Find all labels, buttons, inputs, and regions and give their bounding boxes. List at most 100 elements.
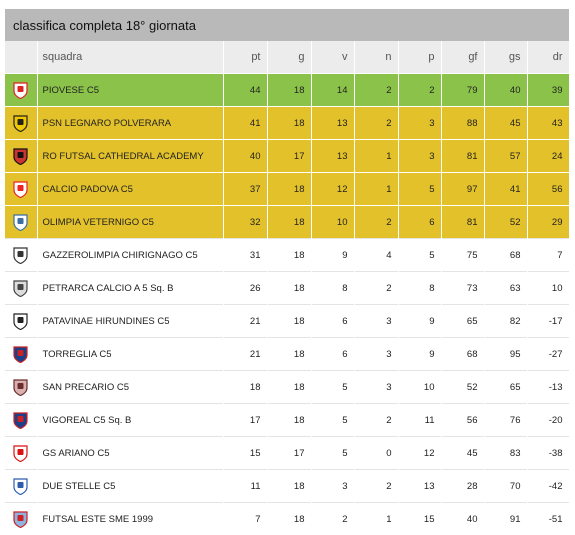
team-name[interactable]: CALCIO PADOVA C5 bbox=[37, 173, 223, 206]
team-name[interactable]: SAN PRECARIO C5 bbox=[37, 371, 223, 404]
stat-v: 10 bbox=[311, 206, 354, 239]
team-name[interactable]: PSN LEGNARO POLVERARA bbox=[37, 107, 223, 140]
stat-v: 5 bbox=[311, 437, 354, 470]
team-name[interactable]: PIOVESE C5 bbox=[37, 74, 223, 107]
stat-g: 18 bbox=[267, 404, 311, 437]
col-dr-header[interactable]: dr bbox=[527, 41, 569, 74]
team-name[interactable]: TORREGLIA C5 bbox=[37, 338, 223, 371]
calcio-padova-crest-icon bbox=[13, 181, 28, 198]
stat-gs: 57 bbox=[484, 140, 527, 173]
stat-v: 14 bbox=[311, 74, 354, 107]
stat-gf: 56 bbox=[441, 404, 484, 437]
stat-gs: 65 bbox=[484, 371, 527, 404]
patavinae-swallow-icon bbox=[13, 313, 28, 330]
team-name[interactable]: GS ARIANO C5 bbox=[37, 437, 223, 470]
stat-dr: -38 bbox=[527, 437, 569, 470]
stat-gs: 82 bbox=[484, 305, 527, 338]
team-logo-cell bbox=[5, 338, 37, 371]
piovese-crest-icon bbox=[13, 82, 28, 99]
standings-title: classifica completa 18° giornata bbox=[13, 18, 196, 33]
team-logo-cell bbox=[5, 107, 37, 140]
team-name[interactable]: DUE STELLE C5 bbox=[37, 470, 223, 503]
stat-dr: 10 bbox=[527, 272, 569, 305]
stat-p: 13 bbox=[398, 470, 441, 503]
gazzerolimpia-crest-icon bbox=[13, 247, 28, 264]
stat-gf: 81 bbox=[441, 140, 484, 173]
team-name[interactable]: RO FUTSAL CATHEDRAL ACADEMY bbox=[37, 140, 223, 173]
stat-gf: 88 bbox=[441, 107, 484, 140]
team-name[interactable]: VIGOREAL C5 Sq. B bbox=[37, 404, 223, 437]
team-name[interactable]: PATAVINAE HIRUNDINES C5 bbox=[37, 305, 223, 338]
stat-pt: 37 bbox=[223, 173, 267, 206]
san-precario-crest-icon bbox=[13, 379, 28, 396]
stat-gs: 63 bbox=[484, 272, 527, 305]
stat-g: 17 bbox=[267, 140, 311, 173]
stat-gf: 28 bbox=[441, 470, 484, 503]
stat-pt: 32 bbox=[223, 206, 267, 239]
col-p-header[interactable]: p bbox=[398, 41, 441, 74]
team-logo-cell bbox=[5, 437, 37, 470]
gs-ariano-crest-icon bbox=[13, 445, 28, 462]
stat-n: 0 bbox=[354, 437, 398, 470]
team-logo-cell bbox=[5, 173, 37, 206]
team-logo-cell bbox=[5, 272, 37, 305]
col-squadra-header[interactable]: squadra bbox=[37, 41, 223, 74]
team-logo-cell bbox=[5, 470, 37, 503]
stat-n: 1 bbox=[354, 173, 398, 206]
stat-p: 15 bbox=[398, 503, 441, 535]
stat-p: 5 bbox=[398, 239, 441, 272]
team-logo-cell bbox=[5, 305, 37, 338]
stat-gf: 65 bbox=[441, 305, 484, 338]
col-gf-header[interactable]: gf bbox=[441, 41, 484, 74]
team-name[interactable]: GAZZEROLIMPIA CHIRIGNAGO C5 bbox=[37, 239, 223, 272]
col-n-header[interactable]: n bbox=[354, 41, 398, 74]
stat-n: 2 bbox=[354, 107, 398, 140]
team-name[interactable]: FUTSAL ESTE SME 1999 bbox=[37, 503, 223, 535]
stat-g: 18 bbox=[267, 272, 311, 305]
stat-dr: 43 bbox=[527, 107, 569, 140]
stat-v: 5 bbox=[311, 404, 354, 437]
stat-gs: 40 bbox=[484, 74, 527, 107]
vigoreal-crest-icon bbox=[13, 412, 28, 429]
ro-futsal-crest-icon bbox=[13, 148, 28, 165]
team-logo-cell bbox=[5, 404, 37, 437]
stat-n: 2 bbox=[354, 272, 398, 305]
stat-gs: 41 bbox=[484, 173, 527, 206]
table-header-row: squadra pt g v n p gf gs dr bbox=[5, 41, 569, 74]
col-gs-header[interactable]: gs bbox=[484, 41, 527, 74]
stat-v: 8 bbox=[311, 272, 354, 305]
stat-g: 18 bbox=[267, 371, 311, 404]
stat-gf: 68 bbox=[441, 338, 484, 371]
stat-dr: -13 bbox=[527, 371, 569, 404]
col-g-header[interactable]: g bbox=[267, 41, 311, 74]
stat-v: 2 bbox=[311, 503, 354, 535]
stat-p: 9 bbox=[398, 305, 441, 338]
stat-n: 2 bbox=[354, 404, 398, 437]
petrarca-crest-icon bbox=[13, 280, 28, 297]
stat-n: 3 bbox=[354, 338, 398, 371]
stat-n: 3 bbox=[354, 371, 398, 404]
team-name[interactable]: PETRARCA CALCIO A 5 Sq. B bbox=[37, 272, 223, 305]
team-name[interactable]: OLIMPIA VETERNIGO C5 bbox=[37, 206, 223, 239]
col-pt-header[interactable]: pt bbox=[223, 41, 267, 74]
col-v-header[interactable]: v bbox=[311, 41, 354, 74]
stat-gf: 52 bbox=[441, 371, 484, 404]
stat-v: 5 bbox=[311, 371, 354, 404]
stat-gf: 79 bbox=[441, 74, 484, 107]
standings-title-bar: classifica completa 18° giornata bbox=[5, 9, 569, 41]
col-logo-header bbox=[5, 41, 37, 74]
